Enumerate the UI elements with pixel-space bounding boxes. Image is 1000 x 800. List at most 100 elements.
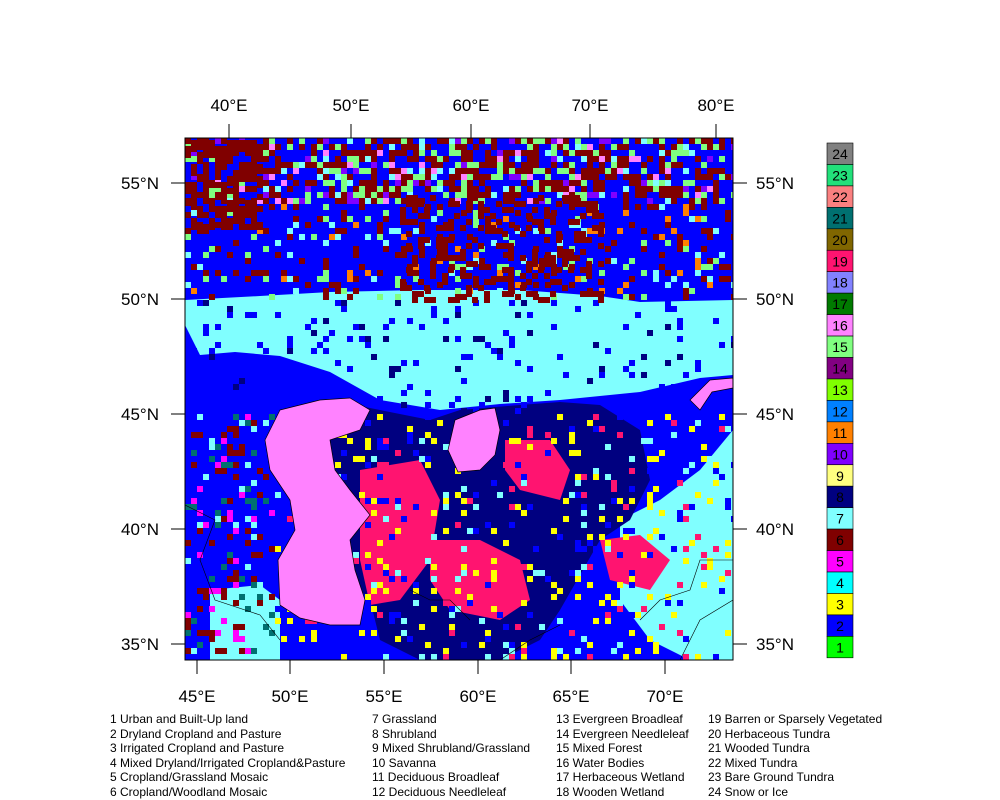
land-cell bbox=[521, 180, 527, 186]
land-cell bbox=[395, 450, 401, 456]
land-cell bbox=[509, 222, 515, 228]
land-cell bbox=[197, 152, 203, 158]
right-axis-label: 35°N bbox=[756, 635, 794, 654]
land-cell bbox=[527, 426, 533, 432]
land-cell bbox=[401, 246, 407, 252]
land-cell bbox=[275, 516, 281, 522]
land-cell bbox=[454, 213, 460, 219]
land-cell bbox=[665, 180, 671, 186]
land-cell bbox=[412, 219, 418, 225]
land-cell bbox=[707, 228, 713, 234]
land-cell bbox=[563, 372, 569, 378]
land-cell bbox=[413, 588, 419, 594]
land-cell bbox=[347, 270, 353, 276]
land-cell bbox=[460, 249, 466, 255]
land-cell bbox=[629, 372, 635, 378]
land-cell bbox=[545, 186, 551, 192]
land-cell bbox=[353, 162, 359, 168]
land-cell bbox=[275, 546, 281, 552]
land-cell bbox=[449, 144, 455, 150]
land-cell bbox=[533, 150, 539, 156]
land-cell bbox=[197, 222, 203, 228]
land-cell bbox=[629, 630, 635, 636]
land-cell bbox=[293, 168, 299, 174]
land-cell bbox=[568, 249, 574, 255]
land-cell bbox=[496, 219, 502, 225]
legend-item: 1 Urban and Built-Up land bbox=[110, 712, 249, 726]
land-cell bbox=[551, 438, 557, 444]
land-cell bbox=[574, 237, 580, 243]
land-cell bbox=[233, 624, 239, 630]
land-cell bbox=[305, 186, 311, 192]
land-cell bbox=[478, 201, 484, 207]
land-cell bbox=[359, 324, 365, 330]
land-cell bbox=[562, 195, 568, 201]
land-cell bbox=[425, 402, 431, 408]
land-cell bbox=[647, 492, 653, 498]
land-cell bbox=[347, 336, 353, 342]
land-cell bbox=[215, 164, 221, 170]
land-cell bbox=[515, 462, 521, 468]
land-cell bbox=[659, 534, 665, 540]
land-cell bbox=[239, 624, 245, 630]
land-cell bbox=[635, 180, 641, 186]
land-cell bbox=[191, 198, 197, 204]
land-cell bbox=[395, 198, 401, 204]
legend-item: 16 Water Bodies bbox=[556, 755, 645, 770]
land-cell bbox=[203, 194, 209, 200]
land-cell bbox=[461, 408, 467, 414]
land-cell bbox=[719, 138, 725, 144]
land-cell bbox=[605, 546, 611, 552]
land-cell bbox=[203, 270, 209, 276]
land-cell bbox=[725, 552, 731, 558]
legend-item: 8 Shrubland bbox=[372, 726, 437, 741]
land-cell bbox=[293, 204, 299, 210]
land-cell bbox=[545, 576, 551, 582]
land-cell bbox=[623, 282, 629, 288]
land-cell bbox=[695, 654, 701, 660]
land-cell bbox=[215, 158, 221, 164]
land-cell bbox=[527, 144, 533, 150]
land-cell bbox=[683, 210, 689, 216]
land-cell bbox=[515, 186, 521, 192]
land-cell bbox=[473, 408, 479, 414]
land-cell bbox=[617, 516, 623, 522]
land-cell bbox=[389, 192, 395, 198]
land-cell bbox=[569, 438, 575, 444]
land-cell bbox=[466, 219, 472, 225]
land-cell bbox=[347, 162, 353, 168]
land-cell bbox=[257, 168, 263, 174]
land-cell bbox=[707, 234, 713, 240]
land-cell bbox=[323, 318, 329, 324]
land-cell bbox=[263, 168, 269, 174]
land-cell bbox=[251, 522, 257, 528]
land-cell bbox=[371, 588, 377, 594]
land-cell bbox=[503, 168, 509, 174]
land-cell bbox=[245, 498, 251, 504]
land-cell bbox=[317, 342, 323, 348]
land-cell bbox=[431, 186, 437, 192]
land-cell bbox=[503, 420, 509, 426]
land-cell bbox=[329, 192, 335, 198]
land-cell bbox=[485, 630, 491, 636]
land-cell bbox=[406, 195, 412, 201]
land-cell bbox=[455, 246, 461, 252]
land-cell bbox=[527, 432, 533, 438]
land-cell bbox=[491, 162, 497, 168]
land-cell bbox=[407, 180, 413, 186]
axis-labels: 40°E 50°E 60°E 70°E 80°E45°E 50°E 55°E 60°E 65°E… bbox=[121, 96, 794, 706]
land-cell bbox=[251, 170, 257, 176]
land-cell bbox=[683, 288, 689, 294]
land-cell bbox=[400, 207, 406, 213]
land-cell bbox=[406, 267, 412, 273]
land-cell bbox=[521, 642, 527, 648]
land-cell bbox=[209, 206, 215, 212]
land-cell bbox=[365, 444, 371, 450]
balkhash-lake bbox=[689, 377, 733, 411]
land-cell bbox=[323, 264, 329, 270]
land-cell bbox=[719, 570, 725, 576]
land-cell bbox=[485, 150, 491, 156]
land-cell bbox=[221, 146, 227, 152]
land-cell bbox=[413, 360, 419, 366]
land-cell bbox=[713, 546, 719, 552]
